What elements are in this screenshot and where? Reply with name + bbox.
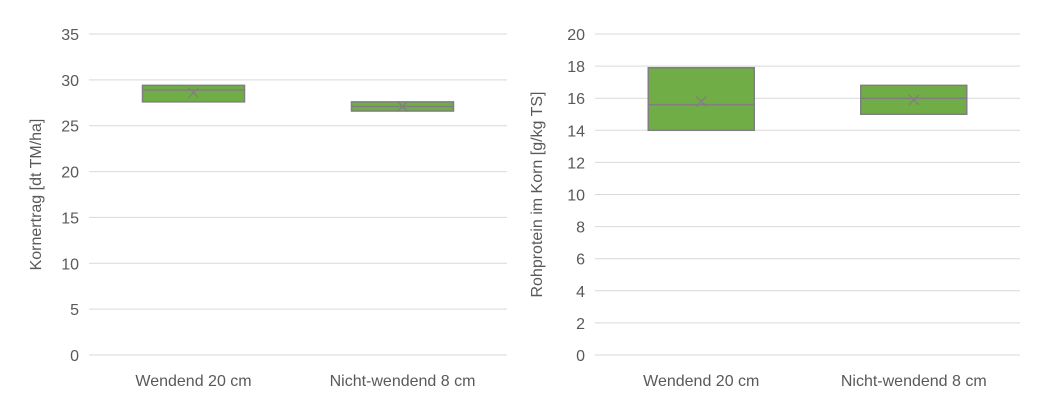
y-tick-label: 2 bbox=[576, 316, 585, 333]
chart-rohprotein-svg: Rohprotein im Korn [g/kg TS] 0 2 4 6 8 10 12 14… bbox=[529, 27, 1020, 390]
y-tick-label: 12 bbox=[567, 155, 585, 172]
chart-rohprotein: Rohprotein im Korn [g/kg TS] 0 2 4 6 8 10 12 14… bbox=[520, 0, 1060, 405]
mean-marker bbox=[397, 100, 408, 112]
y-tick-label: 16 bbox=[567, 91, 585, 108]
y-tick-label: 4 bbox=[576, 284, 585, 301]
x-category-label: Nicht-wendend 8 cm bbox=[330, 373, 476, 390]
mean-marker bbox=[695, 95, 707, 107]
y-axis-label: Rohprotein im Korn [g/kg TS] bbox=[529, 91, 546, 297]
y-tick-label: 0 bbox=[70, 348, 79, 365]
y-tick-label: 20 bbox=[567, 27, 585, 44]
chart-kornertrag: Kornertrag [dt TM/ha] 0 5 10 15 20 25 30 35 Wend… bbox=[0, 0, 520, 405]
y-tick-label: 15 bbox=[61, 210, 79, 227]
y-tick-label: 20 bbox=[61, 165, 79, 182]
x-category-label: Wendend 20 cm bbox=[643, 373, 759, 390]
y-tick-label: 14 bbox=[567, 123, 585, 140]
y-tick-label: 25 bbox=[61, 119, 79, 136]
mean-marker bbox=[908, 94, 920, 106]
y-tick-label: 18 bbox=[567, 59, 585, 76]
y-tick-label: 30 bbox=[61, 73, 79, 90]
mean-marker bbox=[188, 87, 199, 99]
y-tick-label: 10 bbox=[567, 188, 585, 205]
box-1 bbox=[647, 66, 755, 132]
y-tick-label: 6 bbox=[576, 252, 585, 269]
y-tick-label: 35 bbox=[61, 27, 79, 44]
y-tick-label: 8 bbox=[576, 220, 585, 237]
box-2 bbox=[860, 84, 968, 115]
x-category-label: Nicht-wendend 8 cm bbox=[841, 373, 987, 390]
y-tick-label: 10 bbox=[61, 256, 79, 273]
chart-kornertrag-svg: Kornertrag [dt TM/ha] 0 5 10 15 20 25 30 35 Wend… bbox=[28, 27, 507, 390]
y-tick-label: 0 bbox=[576, 348, 585, 365]
x-category-label: Wendend 20 cm bbox=[135, 373, 251, 390]
y-axis-label: Kornertrag [dt TM/ha] bbox=[28, 119, 45, 271]
y-tick-label: 5 bbox=[70, 302, 79, 319]
